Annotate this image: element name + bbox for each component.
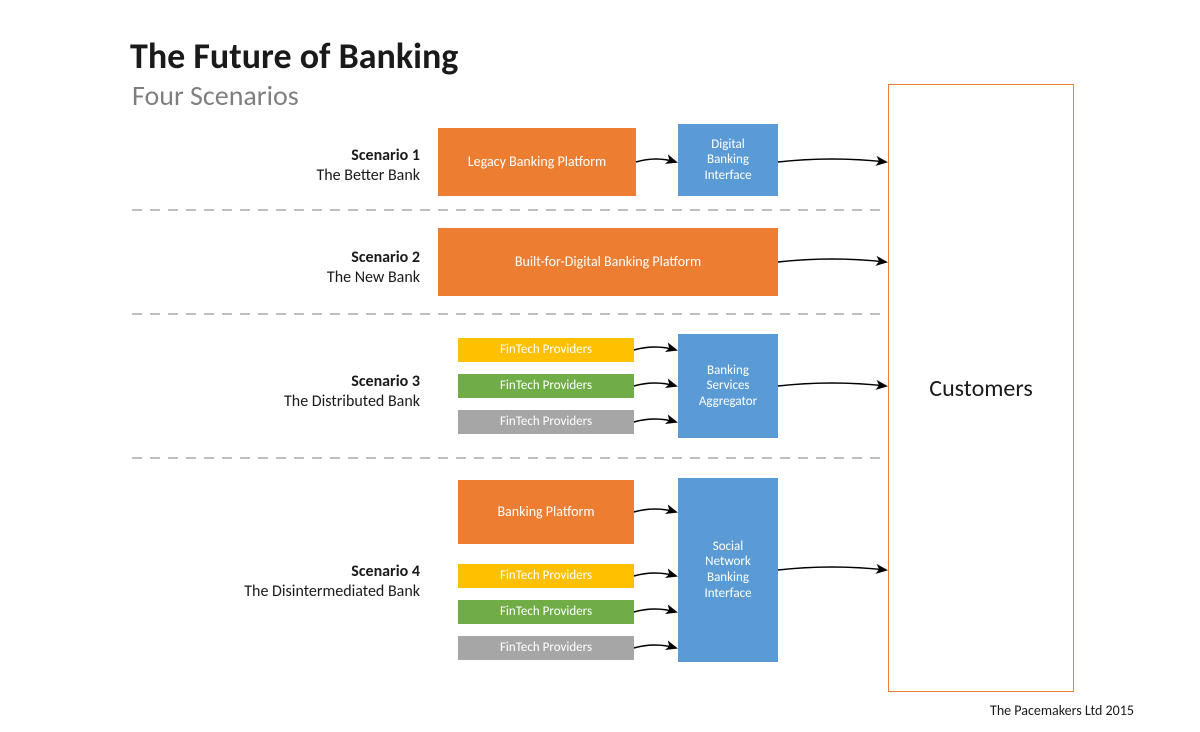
box-s3-ft2: FinTech Providers	[458, 374, 634, 398]
arrow-s2-0	[778, 259, 886, 262]
box-s4-bank: Banking Platform	[458, 480, 634, 544]
box-s1-dbi: DigitalBankingInterface	[678, 124, 778, 196]
box-s4-ft3: FinTech Providers	[458, 636, 634, 660]
scenario-label-s2: Scenario 2The New Bank	[250, 248, 420, 288]
scenario-number: Scenario 3	[230, 372, 420, 392]
arrow-s4-4	[778, 567, 886, 570]
box-s4-social: SocialNetworkBankingInterface	[678, 478, 778, 662]
arrow-s3-3	[778, 383, 886, 386]
box-s3-ft1: FinTech Providers	[458, 338, 634, 362]
box-s1-legacy: Legacy Banking Platform	[438, 128, 636, 196]
arrow-s3-2	[634, 419, 676, 422]
scenario-name: The Better Bank	[250, 166, 420, 186]
scenario-label-s4: Scenario 4The Disintermediated Bank	[200, 562, 420, 602]
arrow-s1-1	[778, 159, 886, 162]
scenario-number: Scenario 1	[250, 146, 420, 166]
box-s3-agg: BankingServicesAggregator	[678, 334, 778, 438]
customers-label: Customers	[929, 374, 1032, 403]
scenario-label-s3: Scenario 3The Distributed Bank	[230, 372, 420, 412]
box-s4-ft2: FinTech Providers	[458, 600, 634, 624]
arrow-s3-0	[634, 347, 676, 350]
box-s3-ft3: FinTech Providers	[458, 410, 634, 434]
box-s4-ft1: FinTech Providers	[458, 564, 634, 588]
page-subtitle: Four Scenarios	[132, 78, 299, 113]
arrow-s4-2	[634, 609, 676, 612]
arrow-s3-1	[634, 383, 676, 386]
arrow-s4-1	[634, 573, 676, 576]
scenario-number: Scenario 2	[250, 248, 420, 268]
scenario-number: Scenario 4	[200, 562, 420, 582]
page-title: The Future of Banking	[130, 34, 458, 78]
arrow-s4-3	[634, 645, 676, 648]
arrow-s1-0	[636, 159, 676, 162]
customers-box: Customers	[888, 84, 1074, 692]
arrow-s4-0	[634, 509, 676, 512]
scenario-name: The New Bank	[250, 268, 420, 288]
scenario-name: The Distributed Bank	[230, 392, 420, 412]
scenario-label-s1: Scenario 1The Better Bank	[250, 146, 420, 186]
footer-credit: The Pacemakers Ltd 2015	[990, 702, 1134, 719]
scenario-name: The Disintermediated Bank	[200, 582, 420, 602]
box-s2-built: Built-for-Digital Banking Platform	[438, 228, 778, 296]
